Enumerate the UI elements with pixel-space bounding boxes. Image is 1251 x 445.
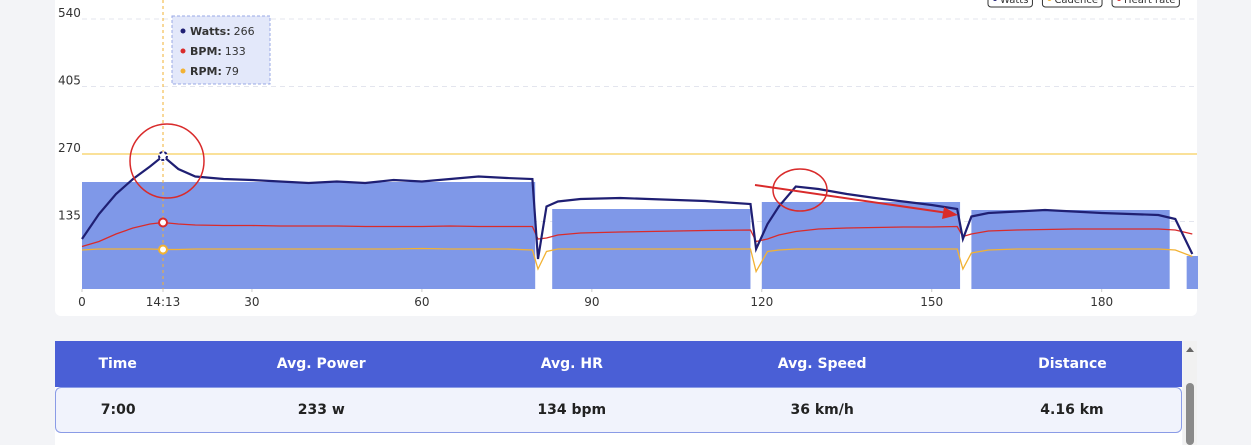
tooltip-value: 133 (225, 45, 246, 58)
legend-label: Cadence (1054, 0, 1098, 6)
tooltip-label: BPM: (190, 45, 222, 58)
x-tick-label: 180 (1090, 295, 1113, 309)
interval-bar (82, 182, 536, 289)
table: Time Avg. Power Avg. HR Avg. Speed Distance … (55, 341, 1182, 433)
table-cell: 134 bpm (462, 387, 682, 433)
y-tick-label: 540 (58, 6, 81, 20)
column-header: Avg. HR (462, 341, 682, 387)
tooltip-value: 266 (234, 25, 255, 38)
scroll-thumb[interactable] (1186, 383, 1194, 445)
legend-box (1111, 0, 1180, 8)
annotation-circle (772, 168, 828, 212)
series-line (81, 221, 1193, 248)
column-header: Time (55, 341, 181, 387)
y-tick-label: 405 (58, 74, 81, 88)
column-header: Avg. Power (180, 341, 463, 387)
legend-item: Watts (987, 0, 1033, 8)
table-cell: 4.16 km (962, 387, 1182, 433)
legend-label: Heart rate (1124, 0, 1175, 6)
series-line (81, 154, 1194, 260)
interval-bar (761, 202, 961, 289)
cursor-point (158, 151, 169, 161)
tooltip-box (171, 15, 271, 85)
legend-dot (993, 0, 997, 1)
cursor-point (158, 217, 169, 228)
tooltip-dot (180, 28, 186, 34)
column-header: Avg. Speed (681, 341, 963, 387)
tooltip-value: 79 (225, 65, 239, 78)
table-row[interactable]: 7:00 233 w 134 bpm 36 km/h 4.16 km (55, 387, 1182, 433)
scroll-up[interactable] (1183, 342, 1197, 356)
tooltip-label: Watts: (190, 25, 231, 38)
legend-item: Cadence (1041, 0, 1103, 8)
legend-label: Watts (1000, 0, 1028, 6)
tooltip-dot (180, 48, 186, 54)
x-tick-label: 60 (414, 295, 429, 309)
table-cell: 233 w (180, 387, 463, 433)
annotation-arrowhead (942, 207, 958, 219)
x-tick-label: 150 (920, 295, 943, 309)
y-tick-label: 270 (58, 141, 81, 155)
legend-dot (1117, 0, 1121, 1)
cursor-point (158, 244, 169, 255)
column-header: Distance (962, 341, 1182, 387)
x-tick-label: 0 (78, 295, 86, 309)
legend-dot (1047, 0, 1052, 1)
summary-table: Time Avg. Power Avg. HR Avg. Speed Distance … (55, 341, 1182, 445)
legend-box (1041, 0, 1103, 8)
tooltip-dot (180, 68, 186, 74)
x-tick-label: 90 (584, 295, 599, 309)
chart: 135 270 405 540 0 14:13 30 60 90 120 150 180 Watts:… (58, 0, 1198, 309)
interval-bar (1186, 256, 1198, 289)
series-line (81, 247, 1193, 274)
table-cell: 7:00 (55, 387, 181, 433)
tooltip-label: RPM: (190, 65, 222, 78)
y-tick-label: 135 (58, 209, 81, 223)
legend-box (987, 0, 1033, 8)
x-tick-label: 120 (750, 295, 773, 309)
annotation-circle (129, 123, 205, 199)
table-cell: 36 km/h (681, 387, 963, 433)
x-tick-label: 30 (244, 295, 259, 309)
annotation-arrow (754, 184, 949, 214)
legend-item: Heart rate (1111, 0, 1180, 8)
scrollbar[interactable] (1183, 341, 1197, 445)
x-tick-label: 14:13 (146, 295, 181, 309)
